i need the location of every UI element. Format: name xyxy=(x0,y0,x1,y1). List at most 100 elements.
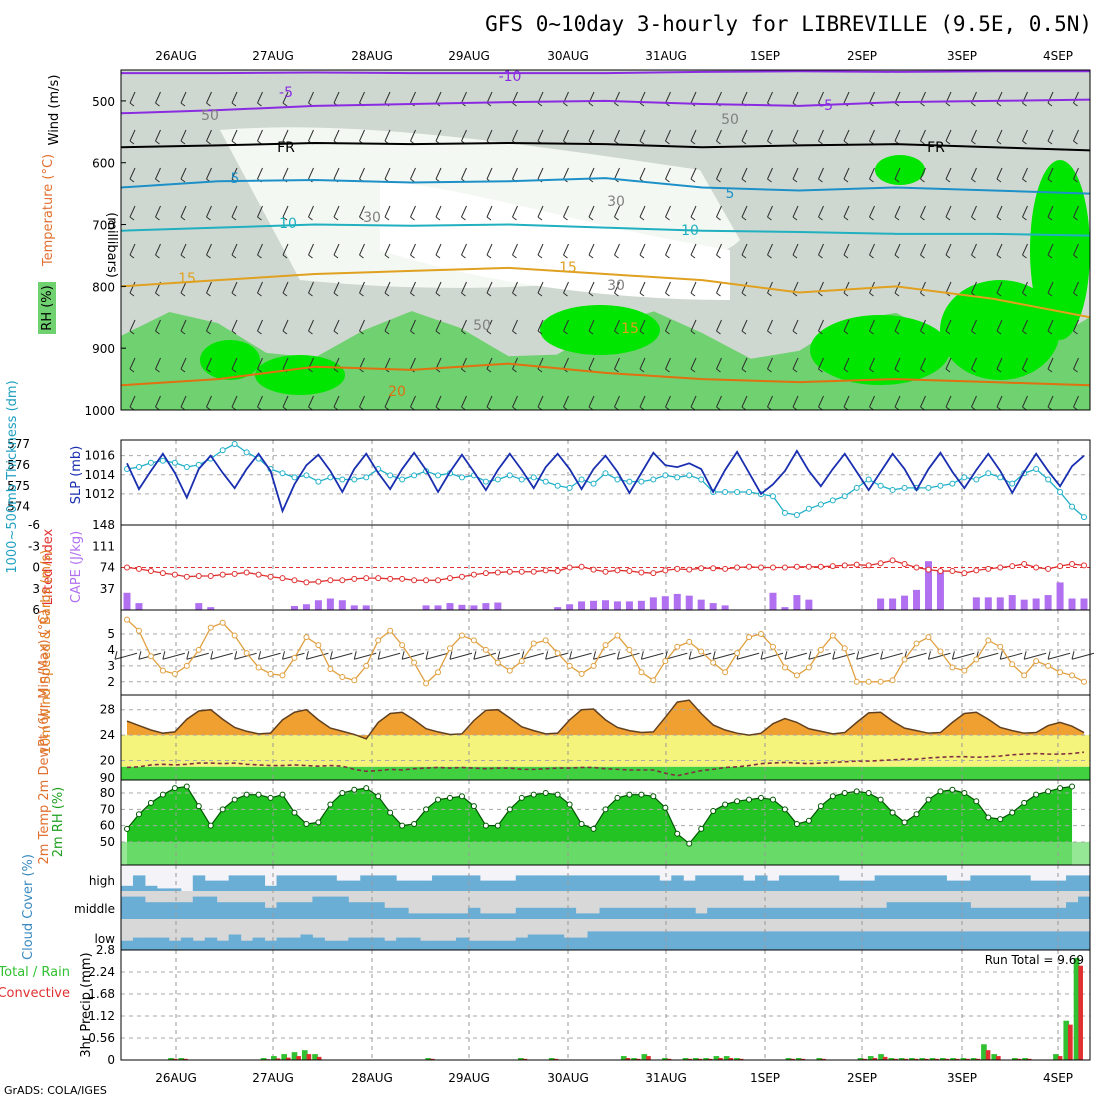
wind-barb-flag xyxy=(690,292,696,297)
wind-barb xyxy=(129,357,136,370)
wind-barb xyxy=(1073,243,1079,256)
wind-barb xyxy=(257,167,263,180)
wind-speed-line-point xyxy=(566,662,573,669)
cloud-low-bar xyxy=(862,931,876,950)
cloud-middle-bar xyxy=(755,907,768,919)
thickness-line-point xyxy=(351,476,358,483)
thickness-line-point xyxy=(650,476,657,483)
cloud-middle-bar xyxy=(874,907,888,919)
wind-speed-line-point xyxy=(949,664,956,671)
lifted-index-line-point xyxy=(255,571,262,578)
surface-wind-barb-flag xyxy=(927,651,931,660)
thickness-tick: 576 xyxy=(7,458,30,472)
surface-wind-barb xyxy=(162,652,185,660)
wind-barb-flag xyxy=(180,330,186,335)
precip-conv-bar xyxy=(965,1058,970,1060)
rh-line-point xyxy=(327,801,334,808)
contour-label: 10 xyxy=(279,216,297,232)
wind-barb xyxy=(614,281,620,294)
rh-line-point xyxy=(734,798,741,805)
wind-barb xyxy=(486,205,493,218)
rh-line-point xyxy=(482,822,489,829)
wind-barb xyxy=(792,357,799,370)
date-label-top: 4SEP xyxy=(1043,49,1073,63)
thickness-line-point xyxy=(853,484,860,491)
cloud-high-bar xyxy=(264,885,278,891)
rh-line-point xyxy=(925,796,932,803)
cloud-low-bar xyxy=(336,940,349,950)
rh-line-point xyxy=(267,794,274,801)
cloud-middle-bar xyxy=(838,907,852,919)
lifted-index-line-point xyxy=(901,560,908,567)
cloud-middle-bar xyxy=(623,907,636,919)
wind-barb-flag xyxy=(945,330,951,335)
cloud-middle-bar xyxy=(1030,907,1043,919)
cloud-low-bar xyxy=(970,931,983,950)
precip-total-bar xyxy=(1073,957,1080,1060)
cloud-middle-bar xyxy=(348,902,361,919)
wind-barb xyxy=(435,91,442,104)
surface-wind-barb xyxy=(641,652,664,660)
wind-barb xyxy=(588,167,595,180)
wind-barb-flag xyxy=(129,140,135,145)
wind-barb-flag xyxy=(614,216,619,221)
wind-barb xyxy=(996,243,1003,256)
wind-barb xyxy=(894,205,901,218)
cloud-low-bar xyxy=(647,931,660,950)
rh-line-point xyxy=(1021,799,1028,806)
cloud-high-bar xyxy=(814,875,828,891)
thickness-line-point xyxy=(746,489,753,496)
cloud-middle-bar xyxy=(515,907,529,919)
wind-barb-flag xyxy=(588,330,594,335)
pressure-tick: 700 xyxy=(92,219,115,233)
thickness-line-point xyxy=(722,489,729,496)
cloud-high-bar xyxy=(216,880,230,891)
wind-tick: 4 xyxy=(107,643,115,657)
cloud-low-bar xyxy=(324,940,337,950)
surface-wind-barb xyxy=(425,652,449,660)
precip-conv-bar xyxy=(522,1058,528,1060)
wind-barb-flag xyxy=(1022,254,1027,259)
precip-conv-bar xyxy=(872,1058,878,1060)
temp-axis-label: 2m Temp 2m DewPt (6hr Min/Max) (°C) xyxy=(37,610,52,865)
wind-speed-line-point xyxy=(829,632,836,639)
date-label-bottom: 3SEP xyxy=(947,1071,977,1085)
rh-saturated-patch xyxy=(540,305,660,355)
wind-barb xyxy=(180,205,187,218)
wind-barb-flag xyxy=(741,178,747,183)
wind-barb-flag xyxy=(1022,178,1027,183)
wind-barb-flag xyxy=(435,330,441,335)
wind-barb-flag xyxy=(665,178,670,183)
rh-line-point xyxy=(1009,809,1016,816)
wind-barb xyxy=(894,129,901,142)
wind-barb xyxy=(257,205,263,218)
cloud-level-label: middle xyxy=(74,902,115,916)
wind-barb xyxy=(614,205,620,218)
wind-barb xyxy=(282,395,289,408)
surface-wind-barb xyxy=(1000,652,1023,660)
lifted-tick: -6 xyxy=(28,518,40,532)
wind-barb xyxy=(308,167,314,180)
wind-barb xyxy=(767,243,773,256)
wind-barb xyxy=(435,395,442,408)
wind-barb xyxy=(996,357,1003,370)
cloud-low-bar xyxy=(479,940,493,950)
cape-bar xyxy=(649,597,657,610)
wind-barb-flag xyxy=(359,330,364,335)
rh-line-point xyxy=(1057,785,1064,792)
wind-barb xyxy=(155,243,161,256)
surface-wind-barb-flag xyxy=(329,651,333,660)
precip-total-bar xyxy=(970,1058,977,1060)
wind-barb-flag xyxy=(716,292,721,297)
wind-barb-flag xyxy=(639,254,645,259)
cloud-middle-bar xyxy=(778,907,792,919)
wind-barb xyxy=(792,91,799,104)
wind-barb xyxy=(410,243,416,256)
wind-speed-line-point xyxy=(1081,678,1087,685)
cloud-middle-bar xyxy=(408,913,421,919)
precip-total-bar xyxy=(929,1058,936,1060)
precip-total-bar xyxy=(960,1058,967,1060)
thickness-line-point xyxy=(662,472,669,479)
wind-barb xyxy=(257,91,263,104)
date-label-bottom: 28AUG xyxy=(351,1071,393,1085)
